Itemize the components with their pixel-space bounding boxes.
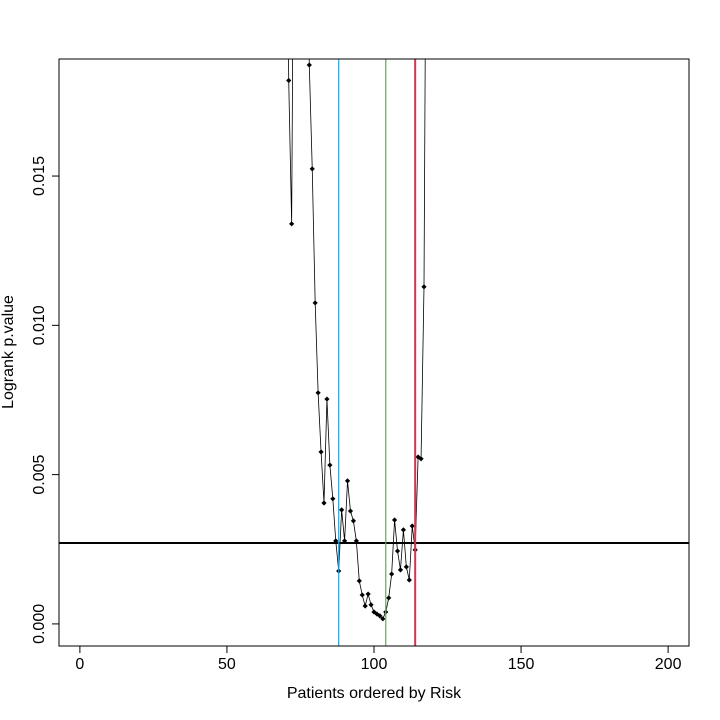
y-tick-label: 0.000 [31,604,48,644]
data-point [333,538,339,544]
x-tick-label: 100 [361,656,388,673]
data-point [315,390,321,396]
data-point [365,591,371,597]
data-point [391,517,398,523]
data-point [289,221,295,227]
data-point [318,449,324,455]
x-tick-label: 0 [75,656,84,673]
data-point [380,616,386,622]
y-tick-label: 0.005 [31,455,48,495]
data-point [312,300,318,306]
data-point [409,523,415,529]
y-tick-label: 0.010 [31,305,48,345]
data-point [339,507,345,513]
data-point [403,564,409,570]
plot-area [59,59,689,646]
data-point [353,538,359,544]
y-axis-title: Logrank p.value [0,295,17,409]
data-point [286,77,292,84]
data-point [327,462,333,468]
data-point [321,500,327,506]
data-point [394,548,401,554]
data-point [400,527,407,533]
data-point [418,456,424,462]
x-tick-label: 200 [655,656,682,673]
data-point [377,613,383,619]
data-point [374,611,380,617]
series-line [288,59,426,620]
x-axis-title: Patients ordered by Risk [287,685,462,702]
data-point [397,567,404,573]
x-tick-label: 50 [218,656,236,673]
x-tick-label: 150 [508,656,535,673]
data-point [362,603,368,609]
data-point [359,592,365,598]
data-point [306,62,312,68]
data-point [356,578,362,584]
data-point [324,396,330,402]
data-point [347,508,354,514]
data-point [309,166,315,172]
data-point [368,602,374,608]
data-point [406,577,412,583]
data-point [330,496,336,502]
data-point [386,595,392,601]
data-point [421,284,427,290]
data-point [371,609,377,615]
data-point [344,478,351,484]
data-point [341,538,348,544]
y-tick-label: 0.015 [31,156,48,196]
data-point [389,571,395,577]
data-point [350,518,357,524]
